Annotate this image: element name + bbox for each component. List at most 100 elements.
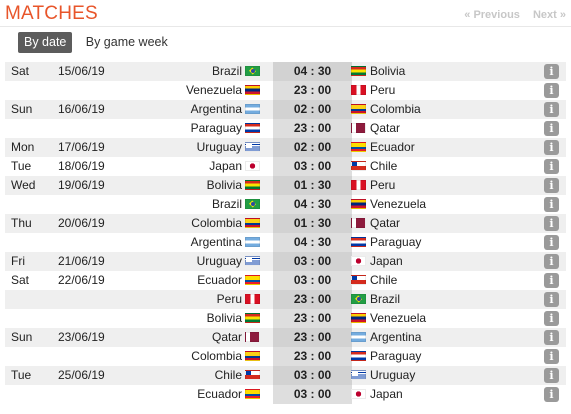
info-icon[interactable]: i xyxy=(544,159,559,174)
match-row: Sun 23/06/19 Qatar 23 : 00 Argentina i xyxy=(5,328,566,347)
kickoff-time: 23 : 00 xyxy=(273,290,352,309)
co-flag-icon xyxy=(245,218,260,237)
ec-flag-icon xyxy=(351,142,366,161)
match-row: Sun 16/06/19 Argentina 02 : 00 Colombia i xyxy=(5,100,566,119)
py-flag-icon xyxy=(351,351,366,370)
info-icon[interactable]: i xyxy=(544,311,559,326)
away-team-name[interactable]: Japan xyxy=(370,254,403,268)
header-divider xyxy=(0,26,571,27)
info-icon[interactable]: i xyxy=(544,140,559,155)
home-team-name[interactable]: Brazil xyxy=(211,64,242,78)
info-icon[interactable]: i xyxy=(544,368,559,383)
match-date: 21/06/19 xyxy=(58,254,105,268)
info-icon[interactable]: i xyxy=(544,235,559,250)
info-icon[interactable]: i xyxy=(544,197,559,212)
info-icon[interactable]: i xyxy=(544,292,559,307)
away-team-name[interactable]: Chile xyxy=(370,273,398,287)
qa-flag-icon xyxy=(351,218,366,237)
away-team-name[interactable]: Venezuela xyxy=(370,311,427,325)
home-team-name[interactable]: Ecuador xyxy=(197,387,242,401)
jp-flag-icon xyxy=(351,389,366,408)
match-day: Tue xyxy=(11,159,32,173)
home-team-name[interactable]: Bolivia xyxy=(206,178,242,192)
home-team-name[interactable]: Venezuela xyxy=(185,83,242,97)
match-row: Fri 21/06/19 Uruguay 03 : 00 Japan i xyxy=(5,252,566,271)
away-team-name[interactable]: Paraguay xyxy=(370,235,422,249)
away-team-name[interactable]: Japan xyxy=(370,387,403,401)
away-team-name[interactable]: Chile xyxy=(370,159,398,173)
tab-by-date[interactable]: By date xyxy=(18,32,73,53)
tab-by-game-week[interactable]: By game week xyxy=(85,35,168,49)
jp-flag-icon xyxy=(351,256,366,275)
away-team-name[interactable]: Qatar xyxy=(370,216,401,230)
ve-flag-icon xyxy=(245,85,260,104)
match-day: Sun xyxy=(11,102,33,116)
match-row: Tue 18/06/19 Japan 03 : 00 Chile i xyxy=(5,157,566,176)
away-team-name[interactable]: Ecuador xyxy=(370,140,415,154)
kickoff-time: 03 : 00 xyxy=(273,252,352,271)
home-team-name[interactable]: Chile xyxy=(214,368,242,382)
info-icon[interactable]: i xyxy=(544,216,559,231)
away-team-name[interactable]: Qatar xyxy=(370,121,401,135)
info-icon[interactable]: i xyxy=(544,83,559,98)
bo-flag-icon xyxy=(245,180,260,199)
info-icon[interactable]: i xyxy=(544,102,559,117)
info-icon[interactable]: i xyxy=(544,254,559,269)
away-team-name[interactable]: Colombia xyxy=(370,102,421,116)
kickoff-time: 23 : 00 xyxy=(273,347,352,366)
ar-flag-icon xyxy=(351,332,366,351)
home-team-name[interactable]: Uruguay xyxy=(196,254,242,268)
info-icon[interactable]: i xyxy=(544,178,559,193)
match-day: Sat xyxy=(11,273,30,287)
away-team-name[interactable]: Brazil xyxy=(370,292,401,306)
match-date: 16/06/19 xyxy=(58,102,105,116)
home-team-name[interactable]: Qatar xyxy=(211,330,242,344)
pe-flag-icon xyxy=(351,180,366,199)
ar-flag-icon xyxy=(245,104,260,123)
home-team-name[interactable]: Brazil xyxy=(211,197,242,211)
away-team-name[interactable]: Peru xyxy=(370,83,396,97)
cl-flag-icon xyxy=(245,370,260,389)
match-row: Sat 15/06/19 Brazil 04 : 30 Bolivia i xyxy=(5,62,566,81)
info-icon[interactable]: i xyxy=(544,349,559,364)
away-team-name[interactable]: Bolivia xyxy=(370,64,406,78)
home-team-name[interactable]: Peru xyxy=(216,292,242,306)
home-team-name[interactable]: Uruguay xyxy=(196,140,242,154)
kickoff-time: 04 : 30 xyxy=(273,62,352,81)
info-icon[interactable]: i xyxy=(544,121,559,136)
info-icon[interactable]: i xyxy=(544,387,559,402)
away-team-name[interactable]: Venezuela xyxy=(370,197,427,211)
info-icon[interactable]: i xyxy=(544,330,559,345)
match-day: Tue xyxy=(11,368,32,382)
py-flag-icon xyxy=(245,123,260,142)
cl-flag-icon xyxy=(351,161,366,180)
match-date: 19/06/19 xyxy=(58,178,105,192)
match-day: Thu xyxy=(11,216,32,230)
info-icon[interactable]: i xyxy=(544,273,559,288)
matches-header: MATCHES « Previous Next » xyxy=(0,0,571,28)
uy-flag-icon xyxy=(245,256,260,275)
home-team-name[interactable]: Bolivia xyxy=(206,311,242,325)
home-team-name[interactable]: Argentina xyxy=(190,102,242,116)
kickoff-time: 23 : 00 xyxy=(273,81,352,100)
home-team-name[interactable]: Ecuador xyxy=(197,273,242,287)
away-team-name[interactable]: Argentina xyxy=(370,330,422,344)
info-icon[interactable]: i xyxy=(544,64,559,79)
home-team-name[interactable]: Colombia xyxy=(191,216,242,230)
away-team-name[interactable]: Peru xyxy=(370,178,396,192)
bo-flag-icon xyxy=(351,66,366,85)
home-team-name[interactable]: Argentina xyxy=(190,235,242,249)
home-team-name[interactable]: Japan xyxy=(209,159,242,173)
home-team-name[interactable]: Colombia xyxy=(191,349,242,363)
home-team-name[interactable]: Paraguay xyxy=(190,121,242,135)
match-row: Mon 17/06/19 Uruguay 02 : 00 Ecuador i xyxy=(5,138,566,157)
matches-table: Sat 15/06/19 Brazil 04 : 30 Bolivia i Venezuel… xyxy=(5,62,566,404)
previous-link[interactable]: « Previous xyxy=(464,9,520,21)
match-date: 15/06/19 xyxy=(58,64,105,78)
match-row: Wed 19/06/19 Bolivia 01 : 30 Peru i xyxy=(5,176,566,195)
away-team-name[interactable]: Uruguay xyxy=(370,368,416,382)
next-link[interactable]: Next » xyxy=(532,9,566,21)
pe-flag-icon xyxy=(245,294,260,313)
away-team-name[interactable]: Paraguay xyxy=(370,349,422,363)
kickoff-time: 01 : 30 xyxy=(273,176,352,195)
